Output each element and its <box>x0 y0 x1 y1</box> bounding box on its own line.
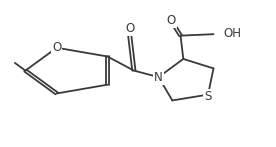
Text: O: O <box>52 41 61 54</box>
Text: O: O <box>166 14 176 27</box>
Text: S: S <box>204 90 212 103</box>
Text: N: N <box>154 71 163 84</box>
Text: OH: OH <box>223 27 241 40</box>
Text: O: O <box>125 22 134 35</box>
